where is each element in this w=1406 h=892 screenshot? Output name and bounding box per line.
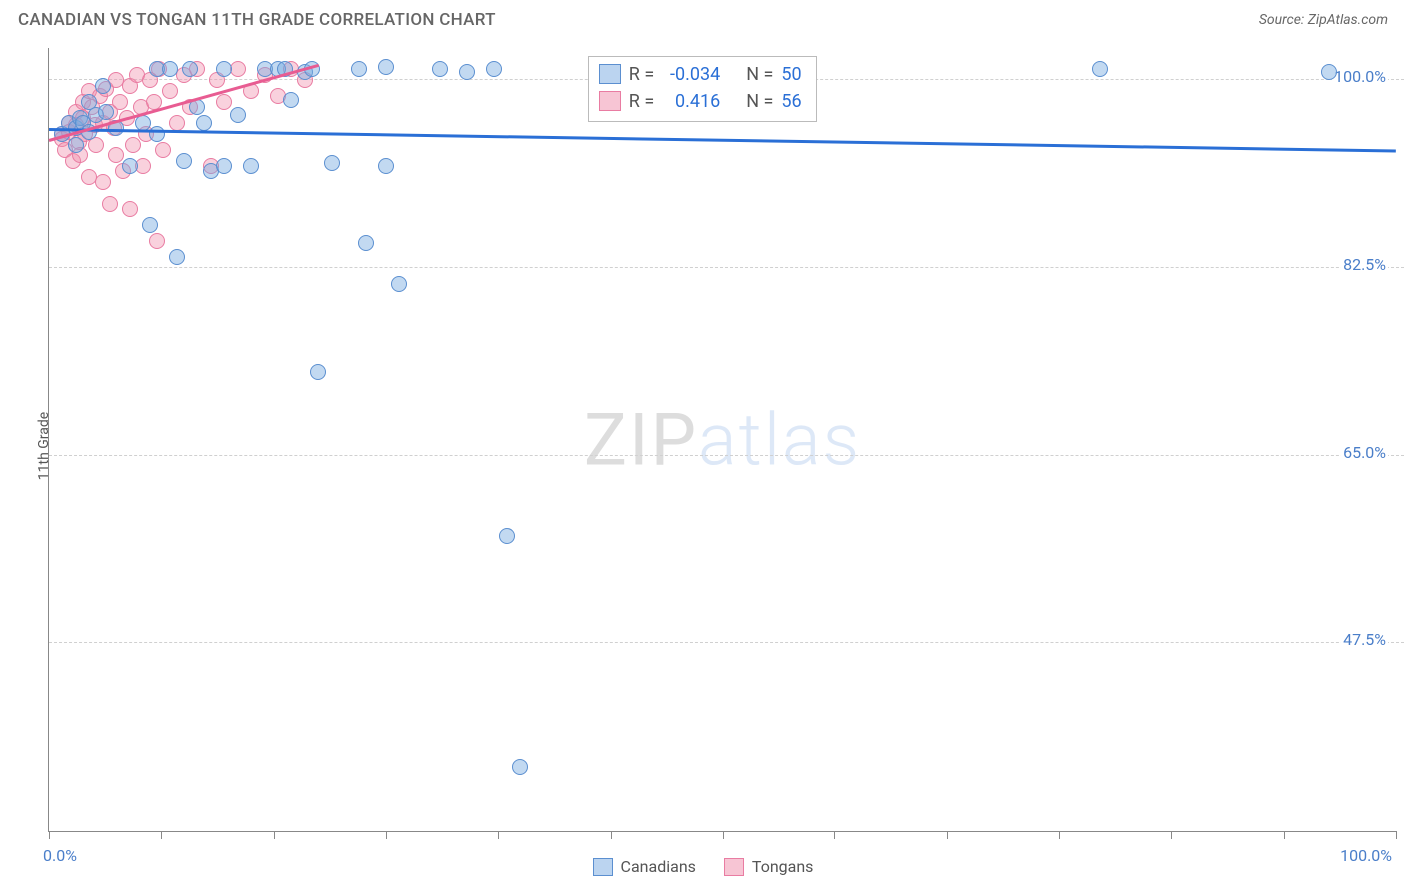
- y-tick-label: 100.0%: [1332, 67, 1388, 86]
- stats-swatch: [599, 91, 621, 111]
- data-point: [149, 233, 165, 249]
- data-point: [122, 158, 138, 174]
- x-tick: [1171, 831, 1172, 839]
- stats-swatch: [599, 64, 621, 84]
- data-point: [391, 276, 407, 292]
- gridline: [49, 267, 1404, 268]
- data-point: [95, 78, 111, 94]
- watermark: ZIPatlas: [584, 397, 861, 482]
- data-point: [149, 126, 165, 142]
- data-point: [351, 61, 367, 77]
- x-tick: [1059, 831, 1060, 839]
- data-point: [378, 158, 394, 174]
- data-point: [432, 61, 448, 77]
- x-tick: [723, 831, 724, 839]
- chart-source: Source: ZipAtlas.com: [1259, 12, 1388, 28]
- trend-line: [49, 128, 1396, 152]
- data-point: [162, 83, 178, 99]
- stats-n-value: 50: [781, 61, 801, 88]
- legend-label: Tongans: [752, 857, 814, 876]
- data-point: [122, 201, 138, 217]
- data-point: [112, 94, 128, 110]
- data-point: [216, 61, 232, 77]
- data-point: [459, 64, 475, 80]
- data-point: [98, 104, 114, 120]
- data-point: [155, 142, 171, 158]
- x-tick: [834, 831, 835, 839]
- data-point: [102, 196, 118, 212]
- legend-swatch-blue: [593, 858, 613, 876]
- legend-item-tongans: Tongans: [724, 857, 814, 876]
- data-point: [230, 107, 246, 123]
- y-tick-label: 65.0%: [1341, 443, 1388, 462]
- data-point: [378, 59, 394, 75]
- data-point: [310, 364, 326, 380]
- stats-r-value: 0.416: [662, 88, 720, 115]
- data-point: [142, 217, 158, 233]
- data-point: [68, 137, 84, 153]
- legend-swatch-pink: [724, 858, 744, 876]
- chart-title: CANADIAN VS TONGAN 11TH GRADE CORRELATIO…: [18, 10, 496, 30]
- data-point: [169, 115, 185, 131]
- data-point: [1321, 64, 1337, 80]
- stats-row: R =0.416N =56: [599, 88, 802, 115]
- y-tick-label: 82.5%: [1341, 255, 1388, 274]
- data-point: [196, 115, 212, 131]
- data-point: [125, 137, 141, 153]
- data-point: [358, 235, 374, 251]
- x-tick: [611, 831, 612, 839]
- legend-item-canadians: Canadians: [593, 857, 696, 876]
- gridline: [49, 455, 1404, 456]
- gridline: [49, 642, 1404, 643]
- data-point: [512, 759, 528, 775]
- plot-area: ZIPatlas 100.0%82.5%65.0%47.5%0.0%100.0%…: [48, 48, 1396, 832]
- data-point: [216, 158, 232, 174]
- x-tick: [49, 831, 50, 839]
- legend-label: Canadians: [621, 857, 696, 876]
- x-tick: [947, 831, 948, 839]
- data-point: [243, 158, 259, 174]
- data-point: [182, 61, 198, 77]
- data-point: [283, 92, 299, 108]
- stats-n-value: 56: [781, 88, 801, 115]
- chart-area: ZIPatlas 100.0%82.5%65.0%47.5%0.0%100.0%…: [48, 48, 1396, 832]
- chart-header: CANADIAN VS TONGAN 11TH GRADE CORRELATIO…: [0, 0, 1406, 36]
- data-point: [1092, 61, 1108, 77]
- x-tick: [161, 831, 162, 839]
- x-tick: [1284, 831, 1285, 839]
- x-tick: [1396, 831, 1397, 839]
- stats-box: R =-0.034N =50R =0.416N =56: [588, 56, 817, 122]
- data-point: [176, 153, 192, 169]
- data-point: [216, 94, 232, 110]
- data-point: [324, 155, 340, 171]
- data-point: [95, 174, 111, 190]
- data-point: [499, 528, 515, 544]
- legend: Canadians Tongans: [0, 857, 1406, 876]
- data-point: [162, 61, 178, 77]
- data-point: [108, 147, 124, 163]
- y-tick-label: 47.5%: [1341, 630, 1388, 649]
- x-tick: [274, 831, 275, 839]
- data-point: [169, 249, 185, 265]
- data-point: [486, 61, 502, 77]
- x-tick: [386, 831, 387, 839]
- x-tick: [498, 831, 499, 839]
- stats-row: R =-0.034N =50: [599, 61, 802, 88]
- stats-r-value: -0.034: [662, 61, 720, 88]
- watermark-part1: ZIP: [584, 397, 698, 482]
- watermark-part2: atlas: [698, 397, 861, 482]
